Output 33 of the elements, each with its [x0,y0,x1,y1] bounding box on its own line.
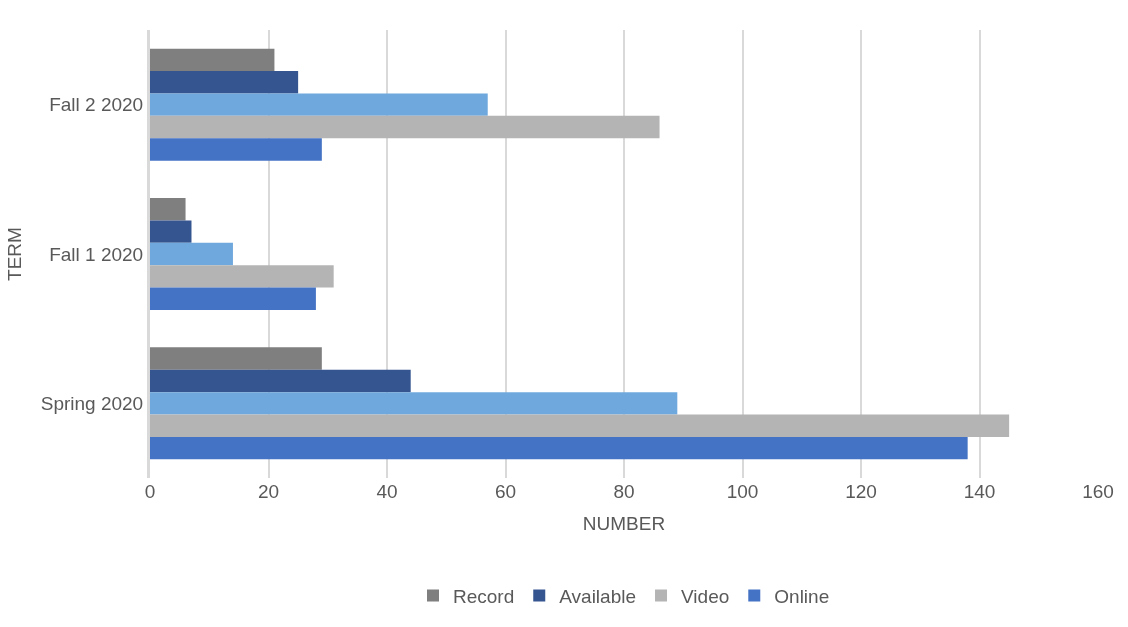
bar [150,287,316,310]
bar [150,347,322,370]
x-tick-label: 140 [963,481,996,502]
y-tick-label: Spring 2020 [40,392,144,414]
x-axis-title: NUMBER [582,512,666,534]
bar [150,93,488,116]
bar [150,414,1010,437]
x-tick-label: 60 [494,481,517,502]
bar [150,265,334,288]
y-axis-title: TERM [3,227,25,281]
bar [150,220,192,243]
x-tick-label: 100 [726,481,759,502]
x-tick-label: 160 [1082,481,1114,502]
x-tick-label: 120 [845,481,877,502]
legend-label: Record [453,585,515,607]
x-tick-label: 80 [613,481,635,502]
x-tick-label: 40 [376,481,398,502]
bar [150,242,233,266]
bar [150,198,186,221]
bar [150,115,660,139]
bar [150,48,275,72]
y-tick-label: Fall 2 2020 [49,94,144,116]
bar [150,436,968,460]
legend-label: Video [681,585,730,607]
bar [150,369,411,393]
bar [150,138,322,161]
x-tick-label: 0 [144,481,156,502]
bar [150,71,299,94]
legend-label: Online [774,585,830,607]
x-tick-label: 20 [257,481,280,502]
legend-label: Available [559,585,637,607]
y-tick-label: Fall 1 2020 [49,243,144,265]
bar [150,392,678,415]
